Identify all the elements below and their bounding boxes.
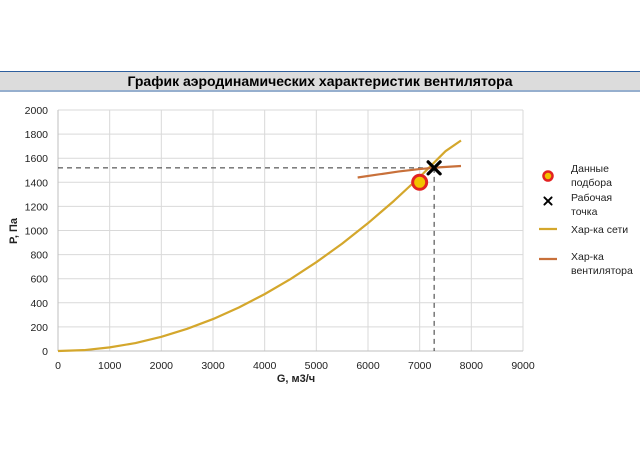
legend-swatch-ring — [542, 170, 554, 182]
data-markers — [411, 160, 442, 191]
y-tick-label: 600 — [30, 274, 48, 286]
x-tick-label: 0 — [55, 360, 61, 372]
series-line-0 — [57, 139, 462, 353]
x-tick-label: 2000 — [150, 360, 174, 372]
y-tick-label: 1400 — [25, 177, 49, 189]
y-tick-label: 400 — [30, 298, 48, 310]
axes: 0 1000 2000 3000 4000 5000 6000 7000 8000 9000 0 20… — [25, 105, 535, 372]
x-tick-label: 4000 — [253, 360, 277, 372]
x-axis-label: G, м3/ч — [277, 373, 315, 385]
y-tick-label: 0 — [42, 346, 48, 358]
y-tick-label: 1200 — [25, 201, 49, 213]
chart-title: График аэродинамических характеристик ве… — [127, 73, 512, 89]
x-tick-label: 7000 — [408, 360, 432, 372]
chart-title-bar: График аэродинамических характеристик ве… — [0, 71, 640, 92]
y-tick-label: 800 — [30, 250, 48, 262]
legend-swatch-x — [543, 196, 553, 206]
legend-label: Данные подбора — [571, 163, 612, 189]
y-tick-label: 1000 — [25, 226, 49, 238]
legend: Данные подбора Рабочая точка Хар-ка сети Хар-… — [539, 163, 633, 277]
x-tick-label: 9000 — [511, 360, 535, 372]
working-point-stroke — [543, 196, 553, 206]
y-tick-label: 1800 — [25, 129, 49, 141]
plot-area: 0 1000 2000 3000 4000 5000 6000 7000 8000 9000 0 20… — [25, 105, 535, 372]
y-tick-label: 1600 — [25, 153, 49, 165]
legend-label: Хар-ка вентилятора — [571, 251, 633, 277]
x-tick-label: 1000 — [98, 360, 122, 372]
x-tick-label: 5000 — [305, 360, 329, 372]
data-series — [57, 139, 462, 353]
y-tick-label: 200 — [30, 322, 48, 334]
y-axis-label: P, Па — [8, 217, 20, 244]
x-tick-label: 6000 — [356, 360, 380, 372]
x-tick-label: 8000 — [460, 360, 484, 372]
reference-lines — [58, 167, 435, 351]
legend-label: Рабочая точка — [571, 192, 612, 218]
selection-data-point — [411, 173, 429, 191]
x-tick-label: 3000 — [201, 360, 225, 372]
legend-label: Хар-ка сети — [571, 224, 628, 236]
y-tick-label: 2000 — [25, 105, 49, 117]
grid-lines — [58, 109, 524, 351]
title-bar-background — [0, 72, 640, 90]
working-point-stroke — [426, 160, 442, 176]
series-line-1 — [357, 164, 462, 179]
working-point-marker — [426, 160, 442, 176]
